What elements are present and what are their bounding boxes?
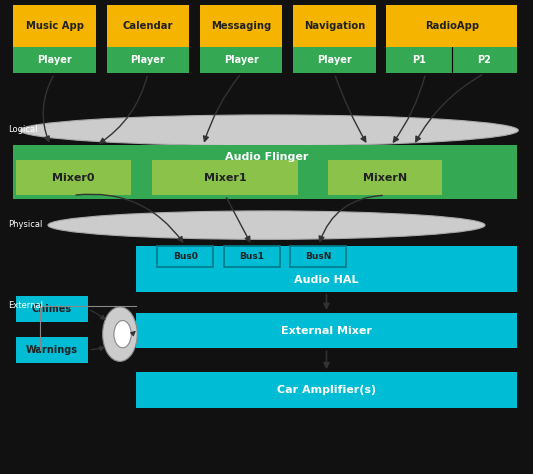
Text: Player: Player [131, 55, 165, 65]
Text: Navigation: Navigation [304, 21, 365, 31]
Text: MixerN: MixerN [363, 173, 407, 182]
Ellipse shape [114, 320, 131, 348]
Text: Chimes: Chimes [32, 304, 72, 314]
Bar [293, 5, 376, 47]
Text: Player: Player [317, 55, 352, 65]
Bar [16, 160, 131, 195]
Text: RadioApp: RadioApp [425, 21, 479, 31]
Text: P1: P1 [412, 55, 426, 65]
Bar [224, 246, 280, 267]
Bar [152, 160, 298, 195]
Ellipse shape [48, 211, 485, 239]
Bar [386, 5, 517, 47]
Text: External Mixer: External Mixer [281, 326, 372, 336]
Text: Bus1: Bus1 [239, 252, 264, 261]
Text: Music App: Music App [26, 21, 84, 31]
Text: External: External [8, 301, 43, 310]
Bar [157, 246, 213, 267]
Text: Messaging: Messaging [211, 21, 271, 31]
Bar [16, 296, 88, 322]
Bar [13, 47, 96, 73]
Text: Physical: Physical [8, 220, 42, 228]
Ellipse shape [102, 307, 138, 362]
Text: P2: P2 [478, 55, 491, 65]
Text: Logical: Logical [8, 125, 37, 134]
Text: BusN: BusN [305, 252, 332, 261]
Bar [13, 5, 96, 47]
Bar [293, 47, 376, 73]
Bar [386, 47, 517, 73]
Bar [328, 160, 442, 195]
Text: Car Amplifier(s): Car Amplifier(s) [277, 385, 376, 395]
Bar [200, 5, 282, 47]
Text: Audio HAL: Audio HAL [294, 274, 359, 285]
Bar [13, 145, 517, 199]
Text: Mixer0: Mixer0 [52, 173, 94, 182]
Text: Player: Player [224, 55, 259, 65]
Text: Audio Flinger: Audio Flinger [225, 152, 308, 162]
Bar [136, 246, 517, 292]
Bar [290, 246, 346, 267]
Text: Bus0: Bus0 [173, 252, 198, 261]
Bar [107, 5, 189, 47]
Ellipse shape [20, 115, 518, 146]
Bar [107, 47, 189, 73]
Bar [136, 372, 517, 408]
Text: Calendar: Calendar [123, 21, 173, 31]
Bar [200, 47, 282, 73]
Text: Warnings: Warnings [26, 345, 78, 355]
Text: Mixer1: Mixer1 [204, 173, 246, 182]
Text: Player: Player [37, 55, 72, 65]
Bar [136, 313, 517, 348]
Bar [16, 337, 88, 363]
